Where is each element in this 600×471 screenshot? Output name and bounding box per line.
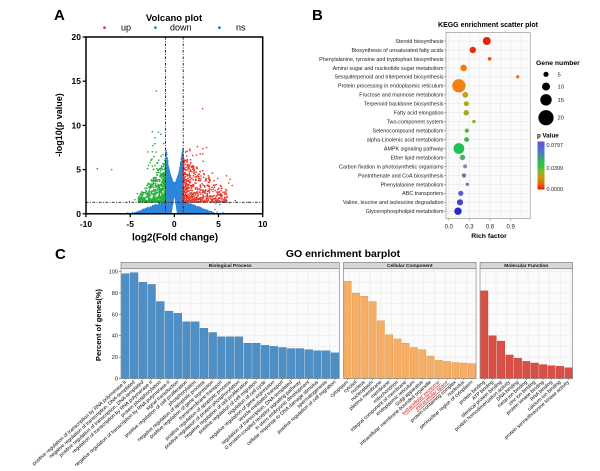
svg-text:0.9: 0.9 xyxy=(507,225,516,231)
svg-text:-5: -5 xyxy=(126,219,134,229)
svg-text:down: down xyxy=(170,23,192,33)
svg-text:0.3: 0.3 xyxy=(465,225,474,231)
svg-text:Amino sugar and nucleotide sug: Amino sugar and nucleotide sugar metabol… xyxy=(333,66,444,72)
svg-text:0: 0 xyxy=(76,209,81,219)
svg-text:Rich factor: Rich factor xyxy=(471,233,507,240)
svg-text:15: 15 xyxy=(558,98,564,104)
svg-text:Two-component system: Two-component system xyxy=(387,120,444,126)
svg-text:Phenylalanine, tyrosine and tr: Phenylalanine, tyrosine and tryptophan b… xyxy=(319,57,444,63)
svg-text:15: 15 xyxy=(72,76,82,86)
svg-text:Protein processing in endoplas: Protein processing in endoplasmic reticu… xyxy=(338,84,444,90)
svg-text:up: up xyxy=(121,23,131,33)
svg-text:5: 5 xyxy=(558,72,561,78)
svg-text:ABC transporters: ABC transporters xyxy=(402,191,444,197)
svg-text:Fructose and mannose metabolis: Fructose and mannose metabolism xyxy=(359,93,444,99)
svg-text:ns: ns xyxy=(236,23,246,33)
svg-text:Fatty acid elongation: Fatty acid elongation xyxy=(394,111,444,117)
svg-text:A: A xyxy=(54,7,65,24)
svg-text:GO enrichment barplot: GO enrichment barplot xyxy=(286,248,401,260)
svg-text:40: 40 xyxy=(112,334,118,340)
svg-text:p Value: p Value xyxy=(537,133,559,140)
svg-text:alpha-Linolenic acid metabolis: alpha-Linolenic acid metabolism xyxy=(367,138,444,144)
svg-text:10: 10 xyxy=(258,219,268,229)
svg-text:0.0399: 0.0399 xyxy=(547,166,564,172)
svg-text:log2(Fold change): log2(Fold change) xyxy=(132,233,218,244)
svg-text:20: 20 xyxy=(72,32,82,42)
svg-text:0: 0 xyxy=(115,377,118,383)
svg-text:Ether lipid metabolism: Ether lipid metabolism xyxy=(390,155,444,161)
svg-text:Gene number: Gene number xyxy=(536,60,580,67)
svg-text:60: 60 xyxy=(112,312,118,318)
svg-text:20: 20 xyxy=(112,355,118,361)
svg-text:Phenylalanine metabolism: Phenylalanine metabolism xyxy=(381,182,444,188)
svg-text:80: 80 xyxy=(112,291,118,297)
svg-text:Valine, leucine and isoleucine: Valine, leucine and isoleucine degradati… xyxy=(343,200,444,206)
svg-text:Percent of genes(%): Percent of genes(%) xyxy=(94,288,103,361)
svg-text:5: 5 xyxy=(76,165,81,175)
svg-text:C: C xyxy=(55,246,66,263)
svg-text:0.0000: 0.0000 xyxy=(547,187,564,193)
svg-text:Steroid biosynthesis: Steroid biosynthesis xyxy=(395,39,444,45)
svg-text:20: 20 xyxy=(558,116,564,122)
svg-text:Cellular Component: Cellular Component xyxy=(387,263,433,269)
svg-text:Biological Process: Biological Process xyxy=(209,263,252,269)
svg-text:B: B xyxy=(312,7,323,24)
svg-text:0: 0 xyxy=(172,219,177,229)
svg-text:5: 5 xyxy=(216,219,221,229)
svg-text:Molecular Function: Molecular Function xyxy=(504,263,548,269)
svg-text:Biosynthesis of unsaturated fa: Biosynthesis of unsaturated fatty acids xyxy=(352,48,444,54)
svg-text:Terpenoid backbone biosynthesi: Terpenoid backbone biosynthesis xyxy=(364,102,444,108)
svg-text:0.0: 0.0 xyxy=(445,225,454,231)
svg-text:Glycerophospholipid metabolism: Glycerophospholipid metabolism xyxy=(366,209,444,215)
svg-text:10: 10 xyxy=(72,120,82,130)
svg-text:10: 10 xyxy=(558,85,564,91)
svg-text:-log10(p value): -log10(p value) xyxy=(54,93,64,157)
svg-text:KEGG enrichment scatter plot: KEGG enrichment scatter plot xyxy=(438,22,539,29)
svg-text:100: 100 xyxy=(109,270,118,276)
svg-text:Selenocompound metabolism: Selenocompound metabolism xyxy=(372,129,444,135)
svg-text:Volcano plot: Volcano plot xyxy=(146,13,203,24)
svg-text:0.0797: 0.0797 xyxy=(547,143,564,149)
svg-text:Pantothenate and CoA biosynthe: Pantothenate and CoA biosynthesis xyxy=(358,173,444,179)
svg-text:Sesquiterpenoid and triterpeno: Sesquiterpenoid and triterpenoid biosynt… xyxy=(334,75,443,81)
svg-text:AMPK signaling pathway: AMPK signaling pathway xyxy=(384,146,444,152)
svg-text:0.6: 0.6 xyxy=(486,225,495,231)
svg-text:Carbon fixation in photosynthe: Carbon fixation in photosynthetic organi… xyxy=(339,164,444,170)
svg-text:-10: -10 xyxy=(80,219,93,229)
